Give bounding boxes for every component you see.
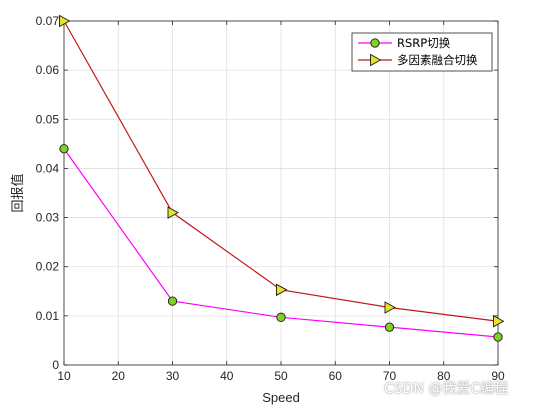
y-tick-label: 0.03 — [36, 211, 60, 225]
x-tick-label: 60 — [329, 369, 343, 383]
legend-label: 多因素融合切换 — [397, 53, 478, 67]
data-point — [384, 301, 396, 314]
series-0 — [59, 144, 503, 342]
data-point — [384, 322, 395, 332]
y-axis-label: 回报值 — [10, 173, 25, 212]
x-tick-label: 40 — [220, 369, 234, 383]
y-ticks: 0 0.01 0.02 0.03 0.04 0.05 0.06 0.07 — [36, 14, 498, 372]
y-tick-label: 0.02 — [36, 260, 60, 274]
data-point — [59, 144, 69, 154]
legend-label: RSRP切换 — [397, 36, 451, 50]
legend-item: 多因素融合切换 — [358, 53, 478, 67]
x-tick-label: 30 — [166, 369, 180, 383]
y-tick-label: 0.05 — [36, 112, 60, 126]
data-point — [276, 283, 288, 297]
y-tick-label: 0.01 — [36, 309, 60, 323]
y-tick-label: 0.07 — [36, 14, 60, 28]
x-tick-label: 80 — [437, 369, 451, 383]
y-tick-label: 0 — [52, 358, 59, 372]
x-tick-label: 20 — [112, 369, 126, 383]
y-tick-label: 0.04 — [36, 161, 60, 175]
x-axis-label: Speed — [262, 390, 300, 405]
series-1 — [59, 14, 505, 328]
data-point — [493, 315, 505, 328]
watermark: CSDN @我爱C编程 — [384, 381, 509, 397]
legend-item: RSRP切换 — [358, 36, 451, 50]
series-group — [59, 14, 505, 342]
legend-marker — [370, 53, 382, 67]
legend-marker — [370, 38, 380, 48]
data-point — [493, 332, 503, 342]
data-point — [276, 312, 286, 322]
x-tick-label: 10 — [57, 369, 71, 383]
data-point — [167, 296, 178, 306]
x-tick-label: 90 — [491, 369, 505, 383]
y-tick-label: 0.06 — [36, 63, 60, 77]
data-point — [59, 14, 71, 28]
x-tick-label: 70 — [383, 369, 397, 383]
data-point — [167, 206, 179, 219]
x-tick-label: 50 — [274, 369, 288, 383]
